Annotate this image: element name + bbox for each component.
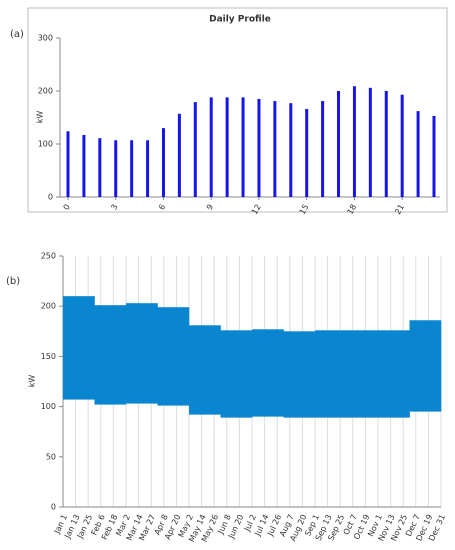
x-tick-label: 21 <box>393 203 406 216</box>
bar <box>225 97 229 197</box>
bar <box>130 140 134 197</box>
bar <box>352 86 356 197</box>
range-band <box>220 330 253 418</box>
bar <box>321 101 325 197</box>
y-tick-label: 250 <box>41 252 56 261</box>
range-band <box>126 303 158 404</box>
range-band <box>283 331 316 418</box>
range-band <box>409 320 442 412</box>
bar <box>289 103 293 197</box>
y-tick-label: 300 <box>38 34 53 43</box>
bar <box>400 94 404 197</box>
bar <box>384 91 388 197</box>
range-band <box>252 329 284 417</box>
panel-frame <box>27 7 448 213</box>
y-tick-label: 150 <box>41 352 56 361</box>
range-band <box>157 307 190 406</box>
y-tick-label: 0 <box>48 193 53 202</box>
panel-label: (b) <box>6 276 20 287</box>
bar <box>209 97 213 197</box>
chart-title: Daily Profile <box>209 15 271 25</box>
x-tick-label: 18 <box>345 203 358 216</box>
y-tick-label: 50 <box>46 452 56 461</box>
y-tick-label: 200 <box>41 302 56 311</box>
bar <box>146 140 150 197</box>
x-tick-label: 15 <box>298 203 311 216</box>
range-band <box>94 305 127 405</box>
bar <box>177 113 181 197</box>
range-band <box>189 325 221 415</box>
bar <box>66 131 70 197</box>
x-tick-label: 0 <box>62 203 72 212</box>
y-tick-label: 100 <box>38 140 53 149</box>
bar <box>257 98 261 197</box>
x-tick-label: 12 <box>250 203 263 216</box>
bar <box>82 134 86 197</box>
bar <box>416 111 420 197</box>
range-band <box>378 330 410 418</box>
bar <box>368 87 372 197</box>
x-tick-label: 9 <box>205 203 215 212</box>
y-axis-label: kW <box>28 375 37 388</box>
bar <box>193 102 197 197</box>
range-band <box>346 330 379 418</box>
bar <box>305 109 309 197</box>
panel-label: (a) <box>10 29 24 40</box>
y-axis-label: kW <box>36 111 45 124</box>
bar <box>161 128 165 197</box>
y-tick-label: 100 <box>41 402 56 411</box>
bar <box>337 91 341 197</box>
range-band <box>63 296 95 400</box>
bar <box>432 115 436 197</box>
bar <box>114 140 118 197</box>
bar <box>273 101 277 197</box>
bar <box>241 97 245 197</box>
bar <box>98 138 102 197</box>
y-tick-label: 0 <box>51 503 56 512</box>
x-tick-label: 3 <box>109 203 119 212</box>
x-tick-label: 6 <box>157 203 167 212</box>
y-tick-label: 200 <box>38 87 53 96</box>
range-band <box>315 330 347 418</box>
